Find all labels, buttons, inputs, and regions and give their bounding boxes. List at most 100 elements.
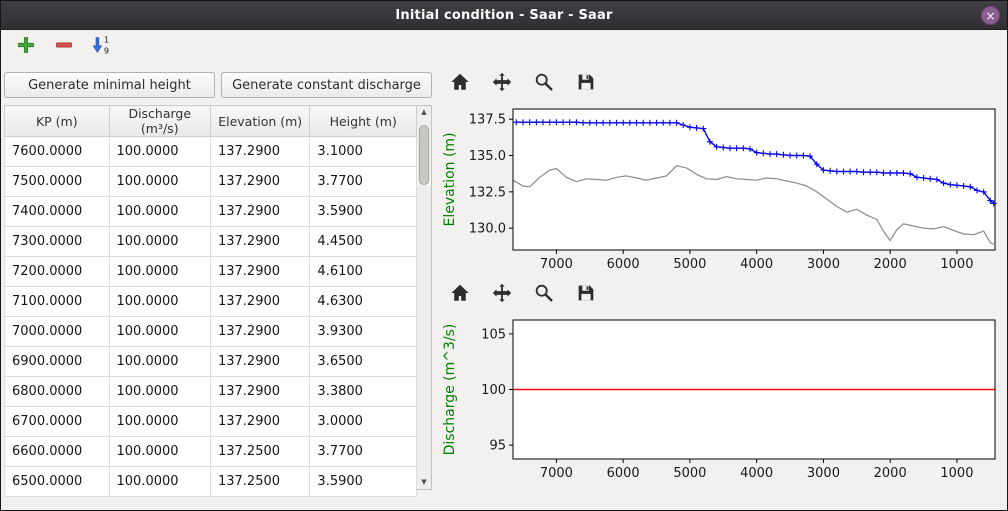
table-cell[interactable]: 137.2900 — [210, 377, 309, 407]
table-cell[interactable]: 6700.0000 — [5, 407, 110, 437]
generate-buttons-row: Generate minimal height Generate constan… — [4, 72, 432, 98]
table-row: 7200.0000100.0000137.29004.6100 — [5, 257, 417, 287]
discharge-chart[interactable]: 700060005000400030002000100095100105Disc… — [439, 314, 1003, 486]
table-cell[interactable]: 100.0000 — [109, 407, 210, 437]
table-cell[interactable]: 4.4500 — [310, 227, 417, 257]
right-panel: 7000600050004000300020001000130.0132.513… — [435, 64, 1007, 510]
elevation-chart-toolbar — [439, 68, 1005, 100]
table-cell[interactable]: 7400.0000 — [5, 197, 110, 227]
svg-text:9: 9 — [104, 45, 109, 55]
svg-text:5000: 5000 — [673, 466, 706, 481]
svg-text:2000: 2000 — [874, 257, 907, 272]
pan-button[interactable] — [489, 282, 515, 308]
table-cell[interactable]: 137.2500 — [210, 467, 309, 497]
table-cell[interactable]: 7000.0000 — [5, 317, 110, 347]
svg-text:132.5: 132.5 — [469, 185, 506, 200]
left-panel: Generate minimal height Generate constan… — [1, 64, 435, 510]
table-cell[interactable]: 6800.0000 — [5, 377, 110, 407]
table-cell[interactable]: 7600.0000 — [5, 137, 110, 167]
table-cell[interactable]: 3.9300 — [310, 317, 417, 347]
table-cell[interactable]: 137.2500 — [210, 437, 309, 467]
home-button[interactable] — [447, 282, 473, 308]
table-container: KP (m) Discharge (m³/s) Elevation (m) He… — [4, 105, 432, 490]
table-cell[interactable]: 100.0000 — [109, 167, 210, 197]
table-cell[interactable]: 100.0000 — [109, 347, 210, 377]
table-row: 6500.0000100.0000137.25003.5900 — [5, 467, 417, 497]
table-cell[interactable]: 100.0000 — [109, 287, 210, 317]
svg-text:4000: 4000 — [740, 466, 773, 481]
column-header-discharge[interactable]: Discharge (m³/s) — [109, 106, 210, 137]
table-cell[interactable]: 137.2900 — [210, 317, 309, 347]
scrollbar-up-arrow[interactable]: ▲ — [417, 106, 431, 119]
column-header-height[interactable]: Height (m) — [310, 106, 417, 137]
table-cell[interactable]: 4.6100 — [310, 257, 417, 287]
table-cell[interactable]: 137.2900 — [210, 197, 309, 227]
content-area: Generate minimal height Generate constan… — [1, 64, 1007, 510]
add-row-button[interactable] — [13, 34, 39, 60]
table-cell[interactable]: 137.2900 — [210, 407, 309, 437]
zoom-button[interactable] — [531, 282, 557, 308]
table-cell[interactable]: 137.2900 — [210, 287, 309, 317]
column-header-kp[interactable]: KP (m) — [5, 106, 110, 137]
svg-text:2000: 2000 — [874, 466, 907, 481]
home-icon — [449, 71, 471, 97]
table-cell[interactable]: 100.0000 — [109, 257, 210, 287]
table-cell[interactable]: 100.0000 — [109, 197, 210, 227]
scrollbar-down-arrow[interactable]: ▼ — [417, 476, 431, 489]
sort-rows-button[interactable]: 1 9 — [89, 34, 115, 60]
close-button[interactable]: × — [981, 6, 1000, 25]
table-cell[interactable]: 3.7700 — [310, 437, 417, 467]
table-cell[interactable]: 7200.0000 — [5, 257, 110, 287]
svg-text:137.5: 137.5 — [469, 113, 506, 128]
table-cell[interactable]: 100.0000 — [109, 317, 210, 347]
table-cell[interactable]: 4.6300 — [310, 287, 417, 317]
column-header-elevation[interactable]: Elevation (m) — [210, 106, 309, 137]
svg-text:3000: 3000 — [807, 257, 840, 272]
generate-minimal-height-button[interactable]: Generate minimal height — [4, 72, 215, 98]
table-cell[interactable]: 3.0000 — [310, 407, 417, 437]
home-button[interactable] — [447, 71, 473, 97]
table-cell[interactable]: 3.1000 — [310, 137, 417, 167]
table-cell[interactable]: 100.0000 — [109, 227, 210, 257]
table-cell[interactable]: 3.5900 — [310, 197, 417, 227]
svg-text:5000: 5000 — [673, 257, 706, 272]
table-cell[interactable]: 137.2900 — [210, 257, 309, 287]
move-icon — [491, 71, 513, 97]
table-cell[interactable]: 3.3800 — [310, 377, 417, 407]
table-row: 7100.0000100.0000137.29004.6300 — [5, 287, 417, 317]
table-cell[interactable]: 137.2900 — [210, 167, 309, 197]
table-row: 7600.0000100.0000137.29003.1000 — [5, 137, 417, 167]
table-cell[interactable]: 7100.0000 — [5, 287, 110, 317]
table-cell[interactable]: 3.5900 — [310, 467, 417, 497]
table-row: 7000.0000100.0000137.29003.9300 — [5, 317, 417, 347]
discharge-chart-toolbar — [439, 279, 1005, 311]
table-cell[interactable]: 3.6500 — [310, 347, 417, 377]
table-cell[interactable]: 6500.0000 — [5, 467, 110, 497]
elevation-chart[interactable]: 7000600050004000300020001000130.0132.513… — [439, 103, 1003, 277]
main-toolbar: 1 9 — [1, 30, 1007, 64]
table-cell[interactable]: 7500.0000 — [5, 167, 110, 197]
save-figure-button[interactable] — [573, 71, 599, 97]
table-cell[interactable]: 100.0000 — [109, 437, 210, 467]
table-cell[interactable]: 100.0000 — [109, 377, 210, 407]
pan-button[interactable] — [489, 71, 515, 97]
svg-text:Elevation (m): Elevation (m) — [442, 132, 458, 226]
table-cell[interactable]: 6900.0000 — [5, 347, 110, 377]
save-icon — [575, 282, 597, 308]
table-cell[interactable]: 3.7700 — [310, 167, 417, 197]
table-vertical-scrollbar[interactable]: ▲ ▼ — [417, 105, 432, 490]
table-cell[interactable]: 137.2900 — [210, 137, 309, 167]
generate-constant-discharge-button[interactable]: Generate constant discharge — [221, 72, 432, 98]
home-icon — [449, 282, 471, 308]
table-cell[interactable]: 100.0000 — [109, 467, 210, 497]
table-cell[interactable]: 6600.0000 — [5, 437, 110, 467]
zoom-button[interactable] — [531, 71, 557, 97]
table-cell[interactable]: 100.0000 — [109, 137, 210, 167]
table-cell[interactable]: 137.2900 — [210, 227, 309, 257]
scrollbar-thumb[interactable] — [419, 125, 429, 185]
remove-row-button[interactable] — [51, 34, 77, 60]
save-figure-button[interactable] — [573, 282, 599, 308]
table-row: 6700.0000100.0000137.29003.0000 — [5, 407, 417, 437]
table-cell[interactable]: 137.2900 — [210, 347, 309, 377]
table-cell[interactable]: 7300.0000 — [5, 227, 110, 257]
